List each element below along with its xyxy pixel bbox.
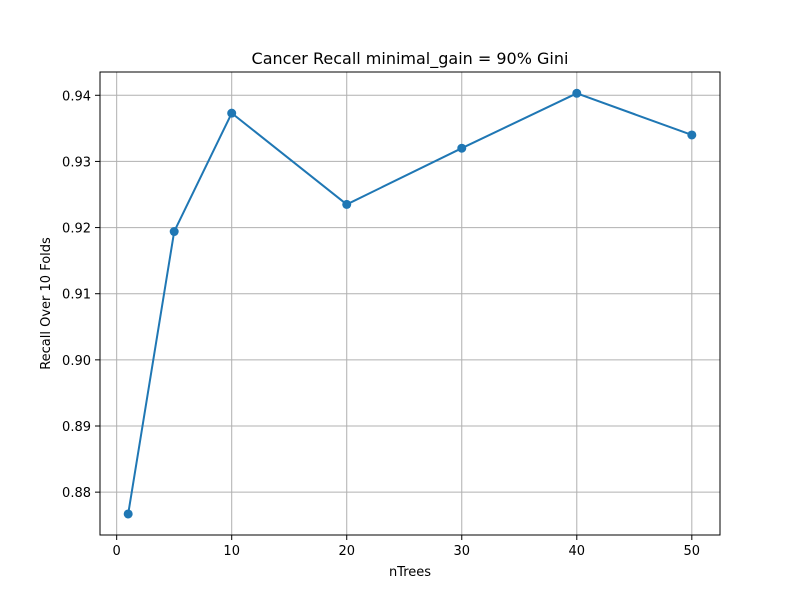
data-point bbox=[169, 227, 179, 237]
x-axis-title: nTrees bbox=[389, 565, 431, 580]
y-tick-label: 0.89 bbox=[62, 420, 91, 435]
y-tick-label: 0.92 bbox=[62, 222, 91, 237]
y-tick-label: 0.88 bbox=[62, 486, 91, 501]
y-tick-label: 0.93 bbox=[62, 155, 91, 170]
data-point bbox=[687, 130, 697, 140]
data-point bbox=[342, 199, 352, 209]
y-axis-title: Recall Over 10 Folds bbox=[39, 237, 54, 370]
x-tick-label: 50 bbox=[684, 544, 701, 559]
x-tick-label: 10 bbox=[223, 544, 240, 559]
y-tick-label: 0.90 bbox=[62, 354, 91, 369]
grid-lines bbox=[100, 72, 720, 535]
chart-title: Cancer Recall minimal_gain = 90% Gini bbox=[252, 49, 569, 69]
plot-area bbox=[99, 71, 721, 536]
x-tick-label: 40 bbox=[569, 544, 586, 559]
y-tick-label: 0.94 bbox=[62, 89, 91, 104]
series-layer bbox=[123, 88, 697, 519]
x-tick-label: 0 bbox=[113, 544, 121, 559]
data-point bbox=[572, 88, 582, 98]
y-tick-label: 0.91 bbox=[62, 288, 91, 303]
axis-ticks: 0 10 20 30 40 50 0.88 0.89 0.90 0.91 0.92 0.93 0.94 bbox=[62, 89, 700, 559]
x-tick-label: 30 bbox=[453, 544, 470, 559]
data-point bbox=[123, 509, 133, 519]
data-point bbox=[457, 143, 467, 153]
data-point bbox=[227, 108, 237, 118]
series-line bbox=[127, 92, 693, 515]
x-tick-label: 20 bbox=[338, 544, 355, 559]
